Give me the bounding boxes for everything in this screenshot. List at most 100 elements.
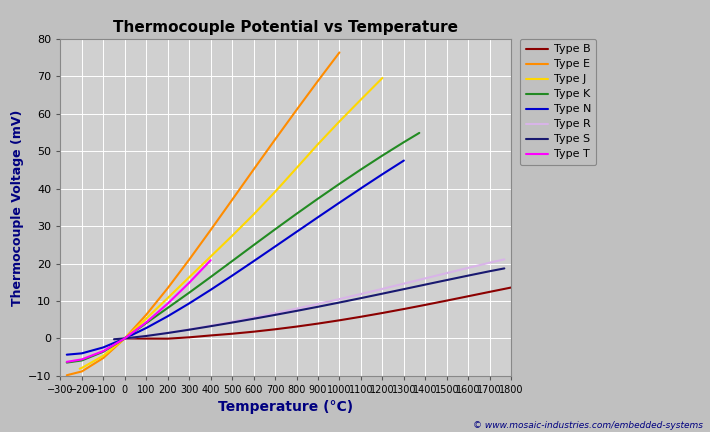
Type E <box>314 78 322 83</box>
Type K <box>356 167 365 172</box>
Type N <box>314 215 322 220</box>
Type N <box>207 287 215 292</box>
Type B <box>507 285 515 290</box>
Type K <box>378 153 387 158</box>
Type B <box>421 302 430 308</box>
Type S <box>121 336 129 341</box>
Type J <box>271 189 279 194</box>
Type N <box>142 325 151 330</box>
Type R <box>163 330 172 336</box>
Type S <box>378 291 387 296</box>
Type S <box>271 312 279 318</box>
Type B <box>356 314 365 319</box>
Type S <box>185 327 193 332</box>
Type R <box>500 257 508 262</box>
Type E <box>99 356 107 361</box>
Type R <box>442 270 451 276</box>
Type K <box>99 349 107 354</box>
Type B <box>486 289 494 295</box>
Line: Type T: Type T <box>67 260 211 362</box>
Type B <box>464 294 473 299</box>
Type S <box>335 300 344 305</box>
Type J <box>249 212 258 217</box>
Type S <box>442 277 451 283</box>
Type E <box>185 257 193 262</box>
Type N <box>228 273 236 278</box>
Type T <box>62 359 71 365</box>
Type K <box>228 258 236 264</box>
Type R <box>228 319 236 324</box>
Type J <box>314 142 322 147</box>
Type E <box>207 227 215 232</box>
Type K <box>249 242 258 248</box>
Y-axis label: Thermocouple Voltage (mV): Thermocouple Voltage (mV) <box>11 109 23 305</box>
Type B <box>207 333 215 338</box>
Type K <box>314 196 322 201</box>
Line: Type E: Type E <box>67 52 339 375</box>
Type J <box>121 336 129 341</box>
Type R <box>249 315 258 320</box>
Type T <box>99 349 107 354</box>
Type J <box>77 365 86 371</box>
Line: Type R: Type R <box>114 259 504 339</box>
Type S <box>110 337 119 342</box>
Line: Type S: Type S <box>114 268 504 339</box>
Type K <box>415 130 424 136</box>
Type J <box>378 76 387 81</box>
Type R <box>110 337 119 342</box>
Type R <box>314 302 322 307</box>
Type S <box>142 334 151 339</box>
Type S <box>293 308 301 314</box>
Type K <box>293 211 301 216</box>
Type B <box>163 336 172 341</box>
Type E <box>121 336 129 341</box>
Type J <box>185 275 193 280</box>
Type R <box>121 336 129 341</box>
Type R <box>335 296 344 302</box>
Type R <box>293 306 301 311</box>
Type N <box>400 158 408 163</box>
Type R <box>400 281 408 286</box>
Type N <box>77 351 86 356</box>
Type R <box>356 292 365 297</box>
Line: Type J: Type J <box>80 78 383 368</box>
Type N <box>378 172 387 177</box>
Type E <box>335 50 344 55</box>
Type J <box>207 254 215 259</box>
Type S <box>163 330 172 336</box>
Type T <box>77 357 86 362</box>
Type E <box>249 167 258 172</box>
Legend: Type B, Type E, Type J, Type K, Type N, Type R, Type S, Type T: Type B, Type E, Type J, Type K, Type N, … <box>520 39 596 165</box>
Type E <box>62 373 71 378</box>
Line: Type B: Type B <box>125 288 511 339</box>
Type S <box>314 304 322 309</box>
Type B <box>293 324 301 329</box>
Type J <box>99 353 107 358</box>
Type R <box>185 327 193 332</box>
Type B <box>185 335 193 340</box>
Text: © www.mosaic-industries.com/embedded-systems: © www.mosaic-industries.com/embedded-sys… <box>473 421 703 430</box>
Type R <box>207 323 215 328</box>
Type E <box>163 286 172 291</box>
Type N <box>335 200 344 205</box>
Type B <box>378 311 387 316</box>
Type S <box>228 320 236 325</box>
Type B <box>249 329 258 334</box>
Type K <box>271 227 279 232</box>
Type N <box>121 336 129 341</box>
Type S <box>356 295 365 301</box>
Type K <box>335 181 344 187</box>
Type N <box>356 186 365 191</box>
Type J <box>356 97 365 102</box>
X-axis label: Temperature (°C): Temperature (°C) <box>218 400 354 414</box>
Type J <box>142 316 151 321</box>
Type E <box>271 137 279 142</box>
Type R <box>486 260 494 265</box>
Type B <box>271 327 279 332</box>
Type K <box>207 274 215 280</box>
Type B <box>314 321 322 326</box>
Type S <box>486 269 494 274</box>
Type B <box>335 318 344 323</box>
Type R <box>421 276 430 281</box>
Type R <box>271 311 279 316</box>
